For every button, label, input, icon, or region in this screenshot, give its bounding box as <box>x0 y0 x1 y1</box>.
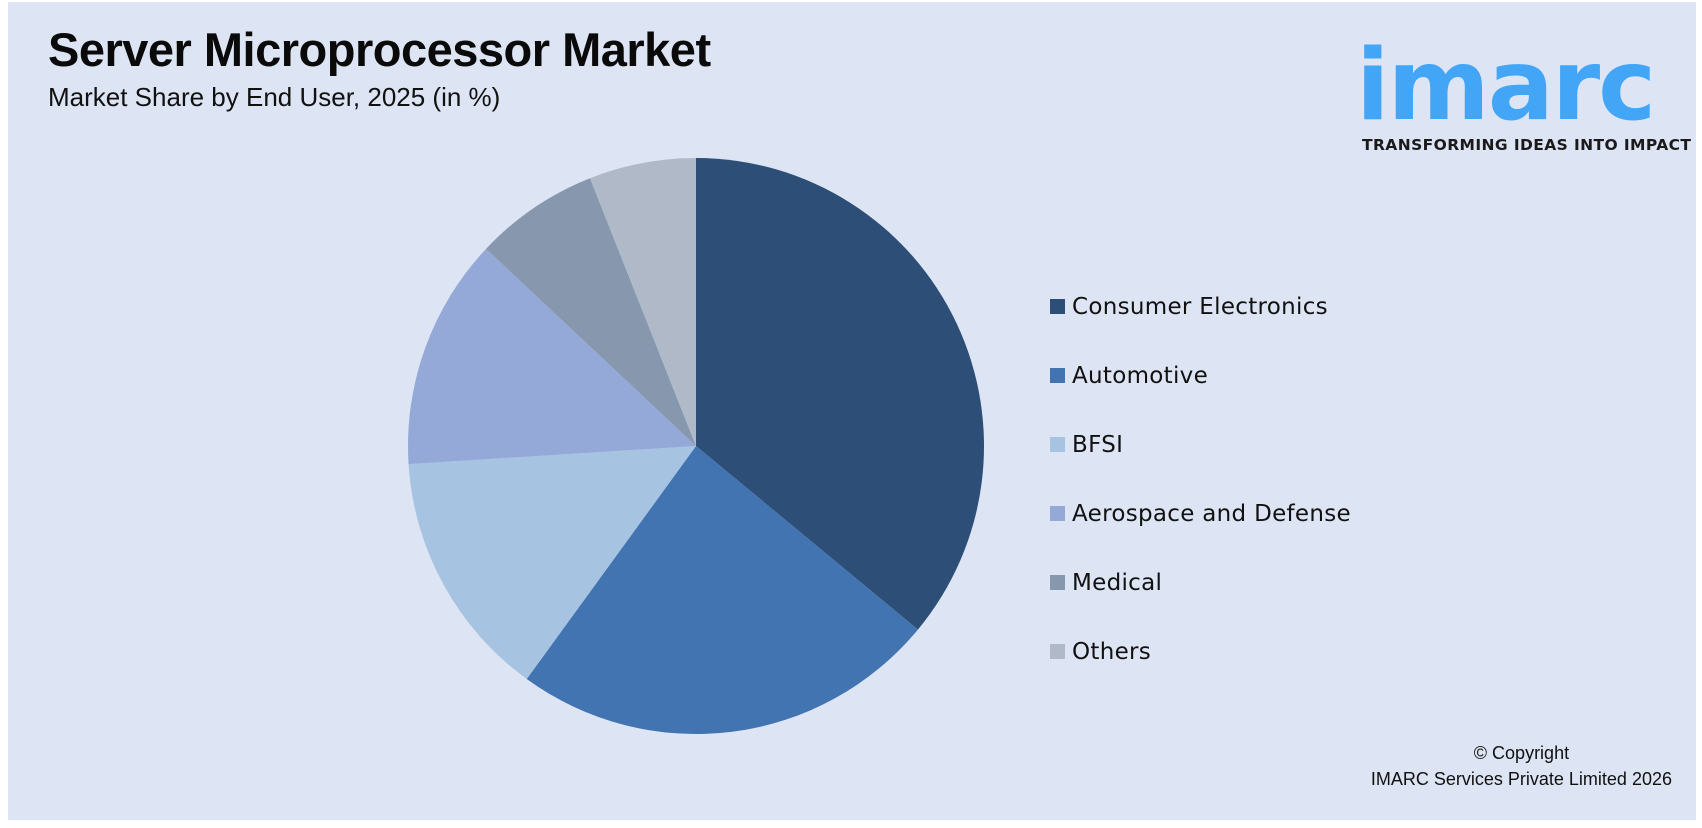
pie-slice-aerospace-and-defense <box>408 248 696 465</box>
chart-legend: Consumer Electronics Automotive BFSI Aerosp… <box>1050 272 1351 686</box>
legend-swatch-icon <box>1050 506 1065 521</box>
legend-swatch-icon <box>1050 299 1065 314</box>
legend-label: Others <box>1072 638 1152 665</box>
legend-item: Consumer Electronics <box>1050 272 1351 341</box>
logo-wordmark: imarc <box>1356 29 1656 143</box>
pie-slice-automotive <box>526 446 918 735</box>
legend-label: BFSI <box>1072 431 1124 458</box>
legend-swatch-icon <box>1050 437 1065 452</box>
legend-item: Automotive <box>1050 341 1351 410</box>
legend-swatch-icon <box>1050 644 1065 659</box>
pie-slice-consumer-electronics <box>696 158 985 630</box>
pie-slice-medical <box>486 178 696 446</box>
chart-subtitle: Market Share by End User, 2025 (in %) <box>48 82 501 112</box>
company-line: IMARC Services Private Limited 2026 <box>1370 769 1672 789</box>
logo-tagline: TRANSFORMING IDEAS INTO IMPACT <box>1362 136 1692 154</box>
legend-swatch-icon <box>1050 368 1065 383</box>
legend-item: Others <box>1050 617 1351 686</box>
imarc-logo: imarc TRANSFORMING IDEAS INTO IMPACT <box>1356 18 1691 158</box>
legend-label: Aerospace and Defense <box>1072 500 1351 527</box>
copyright-line: © Copyright <box>1473 743 1570 763</box>
legend-swatch-icon <box>1050 575 1065 590</box>
legend-item: Aerospace and Defense <box>1050 479 1351 548</box>
pie-slice-bfsi <box>408 446 696 679</box>
pie-slice-others <box>589 158 696 446</box>
chart-title: Server Microprocessor Market <box>48 23 711 76</box>
copyright-notice: © Copyright IMARC Services Private Limit… <box>1371 740 1672 792</box>
legend-label: Medical <box>1072 569 1163 596</box>
legend-label: Automotive <box>1072 362 1209 389</box>
legend-item: BFSI <box>1050 410 1351 479</box>
legend-item: Medical <box>1050 548 1351 617</box>
legend-label: Consumer Electronics <box>1072 293 1328 320</box>
